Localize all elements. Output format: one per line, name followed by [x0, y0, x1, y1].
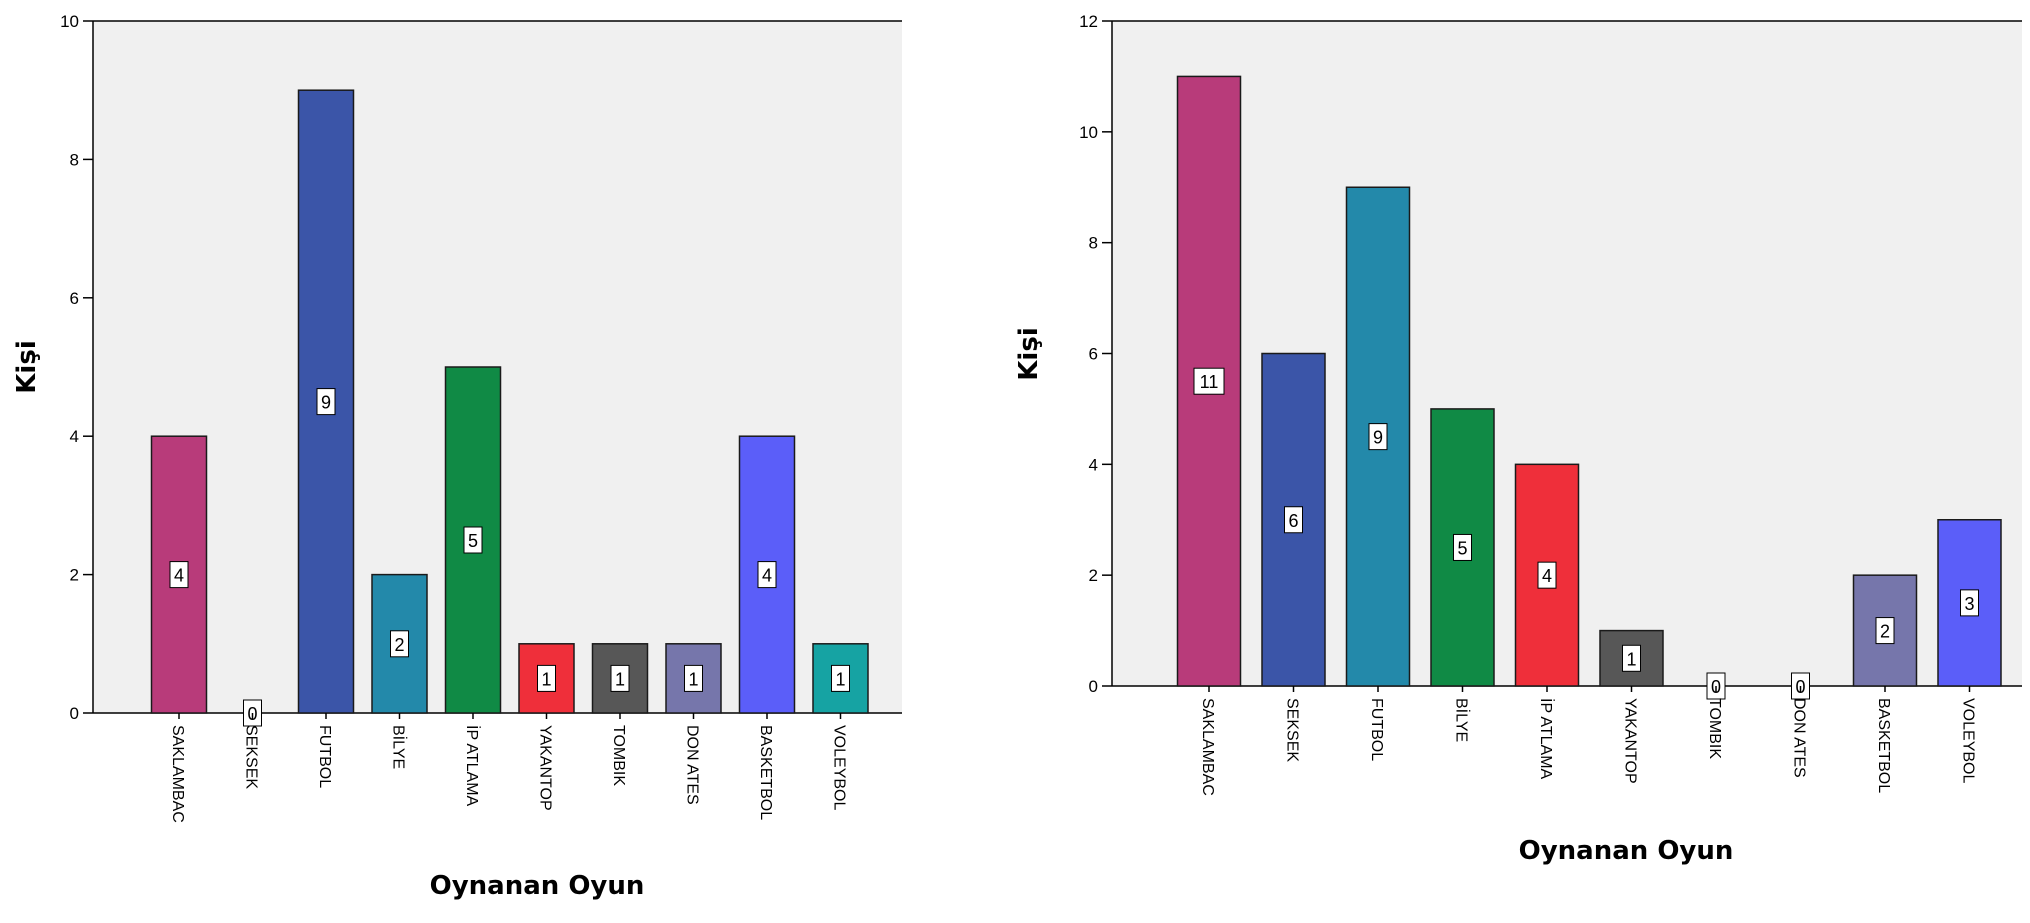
x-tick-label: YAKANTOP — [537, 725, 554, 811]
x-tick-label: BASKETBOL — [1875, 698, 1892, 793]
data-label: 4 — [1542, 566, 1552, 586]
data-label: 4 — [762, 566, 772, 586]
data-label-box — [757, 561, 777, 589]
x-tick-label: BİLYE — [390, 725, 409, 769]
y-tick-label: 2 — [70, 566, 79, 585]
data-label-box — [316, 388, 336, 416]
data-label-box — [1537, 561, 1557, 589]
x-tick-label: BİLYE — [1453, 698, 1472, 742]
chart-left: 02468104SAKLAMBAC0SEKSEK9FUTBOL2BİLYE5İP… — [12, 12, 902, 901]
data-label-box — [537, 664, 556, 692]
data-label: 1 — [615, 669, 625, 689]
y-tick-label: 4 — [1089, 455, 1098, 474]
x-tick-label: İP ATLAMA — [1537, 698, 1556, 780]
y-tick-label: 8 — [70, 150, 79, 169]
x-axis-title: Oynanan Oyun — [1519, 836, 1734, 866]
x-tick-label: VOLEYBOL — [831, 725, 848, 810]
data-label-box — [610, 664, 630, 692]
data-label-box — [390, 630, 409, 658]
x-tick-label: SEKSEK — [1284, 698, 1301, 762]
x-tick-label: YAKANTOP — [1622, 698, 1639, 784]
data-label: 2 — [1880, 622, 1890, 642]
x-tick-label: SAKLAMBAC — [1199, 698, 1216, 796]
data-label-box — [1193, 367, 1225, 395]
y-tick-label: 0 — [70, 704, 79, 723]
data-label-box — [1960, 589, 1979, 617]
data-label: 1 — [835, 669, 845, 689]
x-tick-label: SAKLAMBAC — [169, 725, 186, 823]
data-label: 2 — [394, 635, 404, 655]
data-label-box — [1368, 423, 1388, 451]
x-tick-label: İP ATLAMA — [463, 725, 482, 807]
x-axis-title: Oynanan Oyun — [430, 871, 645, 901]
x-tick-label: FUTBOL — [316, 725, 333, 788]
y-tick-label: 4 — [70, 427, 79, 446]
data-label: 6 — [1288, 511, 1298, 531]
data-label-box — [684, 664, 703, 692]
y-tick-label: 12 — [1079, 12, 1098, 31]
data-label: 11 — [1200, 372, 1219, 392]
y-axis-title: Kişi — [12, 340, 42, 393]
data-label: 1 — [541, 669, 551, 689]
data-label: 4 — [174, 566, 184, 586]
chart-right: 02468101211SAKLAMBAC6SEKSEK9FUTBOL5BİLYE… — [1014, 12, 2022, 866]
x-tick-label: TOMBIK — [1706, 698, 1723, 759]
x-tick-label: FUTBOL — [1368, 698, 1385, 761]
y-tick-label: 8 — [1089, 234, 1098, 253]
data-label: 5 — [1457, 538, 1467, 558]
data-label-box — [463, 526, 483, 554]
data-label: 9 — [321, 393, 331, 413]
data-label: 3 — [1964, 594, 1974, 614]
y-tick-label: 10 — [1079, 123, 1098, 142]
x-tick-label: TOMBIK — [610, 725, 627, 786]
data-label: 1 — [1626, 649, 1636, 669]
x-tick-label: BASKETBOL — [757, 725, 774, 820]
y-tick-label: 6 — [1089, 345, 1098, 364]
x-tick-label: DON ATES — [1791, 698, 1808, 778]
data-label-box — [1284, 506, 1303, 534]
y-tick-label: 0 — [1089, 677, 1098, 696]
data-label: 1 — [688, 669, 698, 689]
x-tick-label: VOLEYBOL — [1960, 698, 1977, 783]
y-axis-title: Kişi — [1014, 327, 1044, 380]
y-tick-label: 10 — [60, 12, 79, 31]
y-tick-label: 2 — [1089, 566, 1098, 585]
data-label-box — [169, 561, 189, 589]
data-label-box — [1622, 644, 1641, 672]
x-tick-label: DON ATES — [684, 725, 701, 805]
data-label: 5 — [468, 531, 478, 551]
data-label: 9 — [1373, 428, 1383, 448]
x-tick-label: SEKSEK — [243, 725, 260, 789]
data-label-box — [831, 664, 850, 692]
data-label-box — [1453, 533, 1472, 561]
y-tick-label: 6 — [70, 289, 79, 308]
data-label-box — [1875, 617, 1895, 645]
